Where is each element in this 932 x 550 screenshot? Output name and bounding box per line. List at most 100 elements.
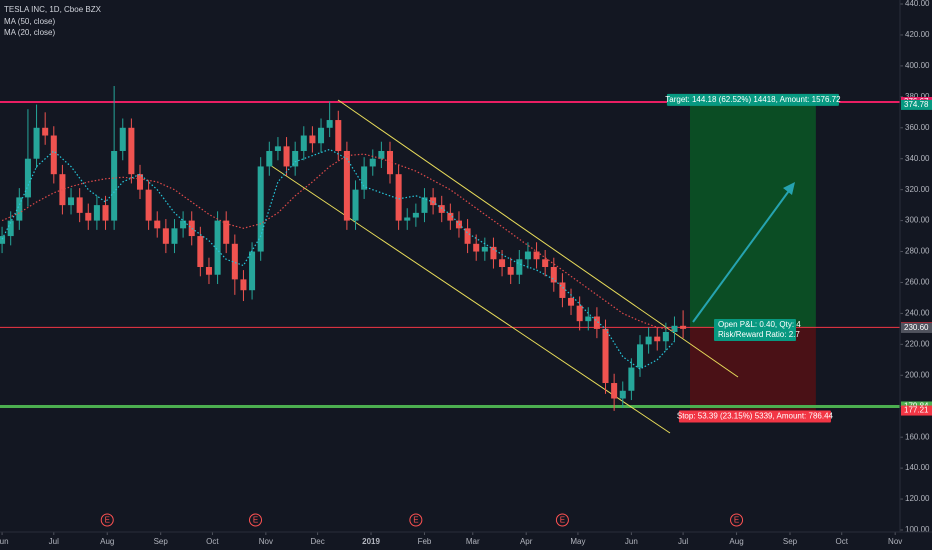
candle-body: [266, 150, 273, 167]
x-tick-label: Jul: [678, 537, 688, 546]
candle-body: [404, 217, 411, 221]
y-tick-label: 220.00: [905, 339, 930, 348]
candle-body: [499, 259, 506, 268]
candle-body: [662, 331, 669, 342]
candle-body: [568, 297, 575, 306]
candle-body: [654, 336, 661, 342]
candle-body: [611, 383, 618, 399]
candle-body: [68, 197, 75, 206]
y-tick-label: 320.00: [905, 185, 930, 194]
price-tag-label: 230.60: [904, 323, 929, 332]
target-label: Target: 144.18 (62.52%) 14418, Amount: 1…: [665, 95, 841, 104]
price-tag: [901, 322, 932, 333]
x-tick-label: Oct: [835, 537, 848, 546]
target-label-bg: [666, 93, 839, 106]
y-tick-label: 420.00: [905, 30, 930, 39]
x-tick-label: Nov: [888, 537, 902, 546]
candle-body: [343, 150, 350, 221]
candle-body: [119, 127, 126, 151]
candle-body: [412, 212, 419, 218]
candle-body: [300, 135, 307, 151]
candle-body: [128, 127, 135, 175]
legend-entry: MA (20, close): [4, 28, 55, 37]
x-tick-label: Aug: [729, 537, 743, 546]
candle-body: [430, 197, 437, 206]
y-tick-label: 300.00: [905, 216, 930, 225]
candle-body: [76, 197, 83, 213]
candle-body: [292, 150, 299, 167]
pl-label-bg: [714, 318, 796, 341]
arrow: [692, 187, 792, 323]
y-tick-label: 400.00: [905, 61, 930, 70]
y-tick-label: 380.00: [905, 92, 930, 101]
channel-upper: [337, 99, 739, 378]
x-tick-label: May: [570, 537, 585, 546]
candle-body: [136, 174, 144, 190]
candle-body: [188, 220, 195, 237]
y-tick-label: 440.00: [905, 0, 930, 8]
candle-body: [309, 135, 316, 144]
candle-body: [93, 205, 100, 221]
candle-body: [628, 367, 635, 391]
candle-body: [438, 205, 445, 213]
candle-body: [42, 127, 49, 136]
candle-body: [274, 146, 281, 151]
candle-body: [533, 251, 540, 260]
stop-label: Stop: 53.39 (23.15%) 5339, Amount: 786.4…: [677, 412, 834, 421]
x-tick-label: Nov: [259, 537, 273, 546]
x-tick-label: Sep: [154, 537, 169, 546]
candle-body: [283, 146, 290, 167]
earnings-label: E: [253, 516, 258, 525]
target-zone: [690, 104, 816, 328]
candle-body: [16, 197, 23, 221]
legend-entry: MA (50, close): [4, 17, 55, 26]
candle-body: [516, 259, 523, 275]
candle-body: [335, 120, 342, 151]
candle-body: [619, 390, 626, 399]
candle-body: [0, 236, 6, 244]
candle-body: [154, 220, 161, 229]
rr-label: Risk/Reward Ratio: 2.7: [718, 330, 800, 339]
y-tick-label: 360.00: [905, 123, 930, 132]
candle-body: [386, 150, 394, 175]
candle-body: [318, 127, 325, 144]
candle-body: [680, 325, 687, 329]
x-tick-label: Apr: [520, 537, 533, 546]
candle-body: [559, 282, 566, 298]
candle-body: [145, 189, 152, 221]
candle-body: [593, 316, 600, 329]
candle-body: [111, 150, 118, 221]
candle-body: [464, 228, 471, 244]
candle-body: [378, 150, 385, 159]
candle-body: [85, 212, 92, 221]
earnings-label: E: [734, 516, 739, 525]
candle-body: [326, 120, 333, 128]
x-tick-label: Feb: [418, 537, 432, 546]
candle-body: [231, 243, 238, 280]
y-tick-label: 120.00: [905, 494, 930, 503]
stop-zone: [690, 327, 816, 411]
candle-body: [162, 228, 169, 244]
candle-body: [395, 174, 402, 221]
price-tag: [901, 405, 932, 416]
y-tick-label: 140.00: [905, 463, 930, 472]
candle-body: [33, 127, 40, 159]
candle-body: [197, 236, 204, 268]
earnings-marker: [555, 513, 569, 527]
x-tick-label: Aug: [100, 537, 114, 546]
ma-line: [1, 148, 675, 370]
chart-title: TESLA INC, 1D, Cboe BZX: [4, 5, 102, 14]
channel-lower: [269, 164, 671, 434]
x-tick-label: Jun: [0, 537, 9, 546]
x-tick-label: Jul: [49, 537, 59, 546]
candle-body: [214, 220, 221, 275]
price-tag: [901, 99, 932, 110]
y-tick-label: 280.00: [905, 247, 930, 256]
candle-body: [257, 166, 264, 252]
candle-body: [636, 344, 644, 368]
x-tick-label: Dec: [310, 537, 324, 546]
candle-body: [542, 259, 549, 268]
candle-body: [645, 336, 652, 345]
earnings-marker: [409, 513, 423, 527]
background-layer: [0, 100, 900, 411]
